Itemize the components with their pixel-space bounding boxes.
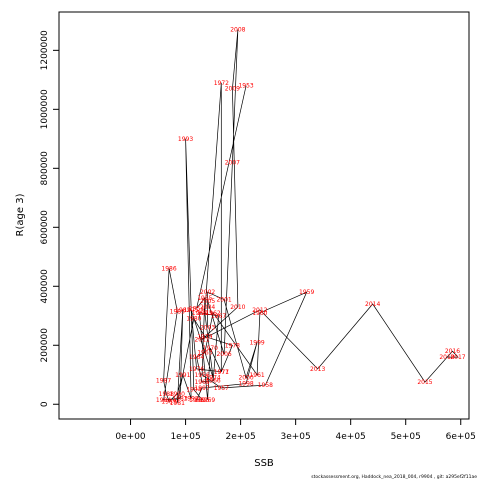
x-tick-label: 2e+05 bbox=[225, 432, 255, 442]
trajectory-line bbox=[163, 29, 459, 403]
point-year-label: 2015 bbox=[417, 379, 432, 386]
point-year-label: 2007 bbox=[225, 159, 240, 166]
point-year-label: 1957 bbox=[214, 385, 229, 392]
point-year-label: 1958 bbox=[258, 382, 273, 389]
point-year-label: 2008 bbox=[230, 27, 245, 34]
point-year-label: 1986 bbox=[161, 266, 176, 273]
point-year-label: 1974 bbox=[205, 375, 220, 382]
y-tick-label: 200000 bbox=[40, 328, 50, 363]
point-year-label: 1975 bbox=[183, 307, 198, 314]
x-tick-label: 3e+05 bbox=[281, 432, 311, 442]
point-year-label: 1985 bbox=[170, 308, 185, 315]
point-year-label: 2002 bbox=[200, 289, 215, 296]
x-axis-label: SSB bbox=[254, 458, 274, 469]
point-year-label: 2018 bbox=[439, 354, 454, 361]
y-tick-label: 1000000 bbox=[40, 89, 50, 129]
year-labels: 1953 1954 1955 1956 1957 1958 1959 1960 1961 1962… bbox=[156, 27, 466, 407]
point-year-label: 1981 bbox=[170, 400, 185, 407]
point-year-label: 1990 bbox=[170, 391, 185, 398]
point-year-label: 1999 bbox=[249, 339, 264, 346]
point-year-label: 1983 bbox=[172, 395, 187, 402]
point-year-label: 1956 bbox=[194, 372, 209, 379]
point-year-label: 1988 bbox=[159, 391, 174, 398]
x-tick-label: 6e+05 bbox=[446, 432, 476, 442]
point-year-label: 1993 bbox=[178, 136, 193, 143]
point-year-label: 1971 bbox=[214, 369, 229, 376]
x-tick-label: 1e+05 bbox=[170, 432, 200, 442]
point-year-label: 1953 bbox=[238, 83, 253, 90]
point-year-label: 1969 bbox=[200, 397, 215, 404]
y-tick-label: 1200000 bbox=[40, 30, 50, 70]
point-year-label: 1996 bbox=[189, 397, 204, 404]
point-year-label: 1984 bbox=[156, 397, 171, 404]
point-year-label: 2003 bbox=[200, 325, 215, 332]
y-tick-label: 0 bbox=[40, 401, 50, 407]
point-year-label: 2009 bbox=[225, 86, 240, 93]
point-year-label: 1954 bbox=[189, 305, 204, 312]
point-year-label: 1964 bbox=[189, 354, 204, 361]
point-year-label: 2000 bbox=[238, 375, 253, 382]
point-year-label: 1979 bbox=[197, 333, 212, 340]
point-year-label: 1966 bbox=[205, 378, 220, 385]
x-tick-label: 5e+05 bbox=[391, 432, 421, 442]
point-year-label: 1962 bbox=[205, 310, 220, 317]
point-year-label: 2017 bbox=[450, 354, 465, 361]
point-year-label: 2006 bbox=[216, 351, 231, 358]
point-year-label: 1989 bbox=[161, 398, 176, 405]
series-ssb-recruitment bbox=[163, 29, 459, 403]
point-year-label: 1992 bbox=[183, 395, 198, 402]
point-year-label: 1973 bbox=[197, 310, 212, 317]
point-year-label: 1994 bbox=[186, 387, 201, 394]
point-year-label: 2011 bbox=[194, 336, 209, 343]
y-tick-label: 400000 bbox=[40, 269, 50, 304]
point-year-label: 2010 bbox=[230, 304, 245, 311]
footer-source: stockassessment.org, Haddock_nea_2018_00… bbox=[311, 474, 477, 480]
point-year-label: 2014 bbox=[365, 301, 380, 308]
point-year-label: 1967 bbox=[211, 313, 226, 320]
point-year-label: 1959 bbox=[299, 289, 314, 296]
x-tick-label: 4e+05 bbox=[336, 432, 366, 442]
plot-frame bbox=[58, 11, 470, 420]
y-axis: 0 200000 400000 600000 800000 1000000 1200000 bbox=[40, 30, 59, 407]
point-year-label: 1970 bbox=[203, 345, 218, 352]
point-year-label: 1995 bbox=[194, 397, 209, 404]
point-year-label: 1980 bbox=[186, 316, 201, 323]
point-year-label: 2012 bbox=[252, 307, 267, 314]
point-year-label: 1963 bbox=[197, 350, 212, 357]
point-year-label: 1972 bbox=[214, 80, 229, 87]
point-year-label: 1991 bbox=[175, 372, 190, 379]
point-year-label: 1961 bbox=[249, 372, 264, 379]
point-year-label: 1978 bbox=[225, 342, 240, 349]
point-year-label: 2013 bbox=[310, 366, 325, 373]
point-year-label: 1976 bbox=[189, 366, 204, 373]
point-year-label: 2005 bbox=[200, 298, 215, 305]
point-year-label: 1987 bbox=[156, 378, 171, 385]
y-axis-label: R(age 3) bbox=[15, 193, 26, 236]
point-year-label: 1997 bbox=[194, 385, 209, 392]
point-year-label: 2016 bbox=[445, 348, 460, 355]
y-tick-label: 800000 bbox=[40, 151, 50, 186]
point-year-label: 1965 bbox=[194, 379, 209, 386]
point-year-label: 1998 bbox=[238, 381, 253, 388]
point-year-label: 2001 bbox=[216, 297, 231, 304]
point-year-label: 1955 bbox=[197, 295, 212, 302]
y-tick-label: 600000 bbox=[40, 210, 50, 245]
x-axis: 0e+00 1e+05 2e+05 3e+05 4e+05 5e+05 6e+05 bbox=[115, 419, 476, 442]
point-year-label: 1982 bbox=[175, 307, 190, 314]
point-year-label: 2004 bbox=[200, 304, 215, 311]
x-tick-label: 0e+00 bbox=[115, 432, 146, 442]
point-year-label: 1977 bbox=[214, 369, 229, 376]
point-year-label: 1960 bbox=[252, 310, 267, 317]
point-year-label: 1968 bbox=[192, 310, 207, 317]
